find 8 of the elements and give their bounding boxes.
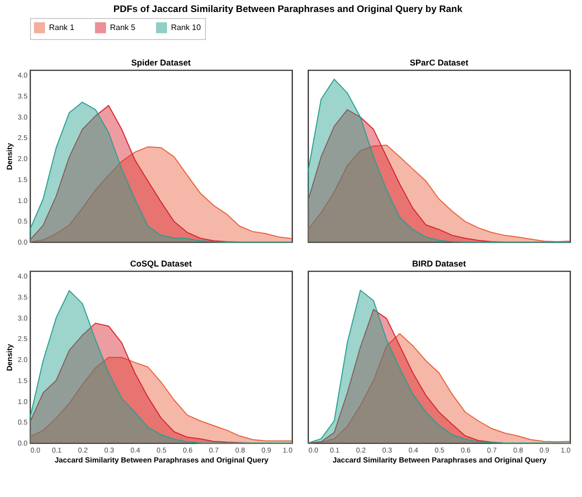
legend-label: Rank 5: [110, 22, 136, 32]
legend-label: Rank 10: [171, 22, 202, 32]
legend-label: Rank 1: [49, 22, 75, 32]
chart-title: Spider Dataset: [131, 58, 191, 68]
chart-title: SParC Dataset: [410, 58, 468, 68]
chart-title: BIRD Dataset: [412, 258, 466, 268]
chart-title: CoSQL Dataset: [130, 258, 192, 268]
text: PDFs of Jaccard Similarity Between Paraphrases and Original Query by Rank: [113, 4, 464, 15]
